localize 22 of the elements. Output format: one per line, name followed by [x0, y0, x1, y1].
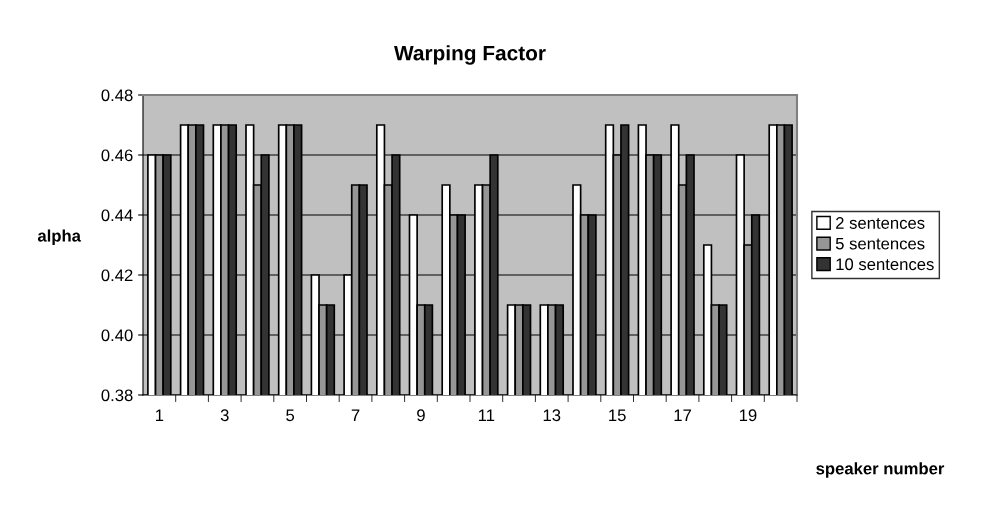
chart-title: Warping Factor: [394, 45, 546, 65]
legend-label: 5 sentences: [835, 237, 925, 250]
x-tick-label: 7: [351, 409, 360, 421]
x-tick-label: 11: [478, 409, 495, 421]
y-axis-title: alpha: [37, 229, 82, 245]
x-tick-label: 17: [674, 409, 691, 421]
x-tick-label: 15: [609, 409, 626, 422]
x-tick-label: 13: [543, 409, 561, 422]
x-tick-label: 5: [286, 409, 295, 422]
x-tick-label: 9: [417, 409, 425, 422]
y-tick-label: 0.42: [101, 269, 133, 282]
y-tick-label: 0.44: [101, 209, 133, 222]
y-tick-label: 0.48: [101, 89, 133, 102]
y-tick-label: 0.46: [101, 149, 133, 162]
x-axis-title: speaker number: [816, 462, 945, 478]
x-tick-label: 3: [220, 409, 229, 422]
x-tick-label: 19: [739, 409, 757, 422]
y-tick-label: 0.40: [101, 329, 133, 342]
x-tick-label: 1: [155, 409, 164, 421]
legend-label: 2 sentences: [836, 217, 925, 229]
legend-label: 10 sentences: [836, 258, 934, 271]
y-tick-label: 0.38: [101, 389, 133, 402]
